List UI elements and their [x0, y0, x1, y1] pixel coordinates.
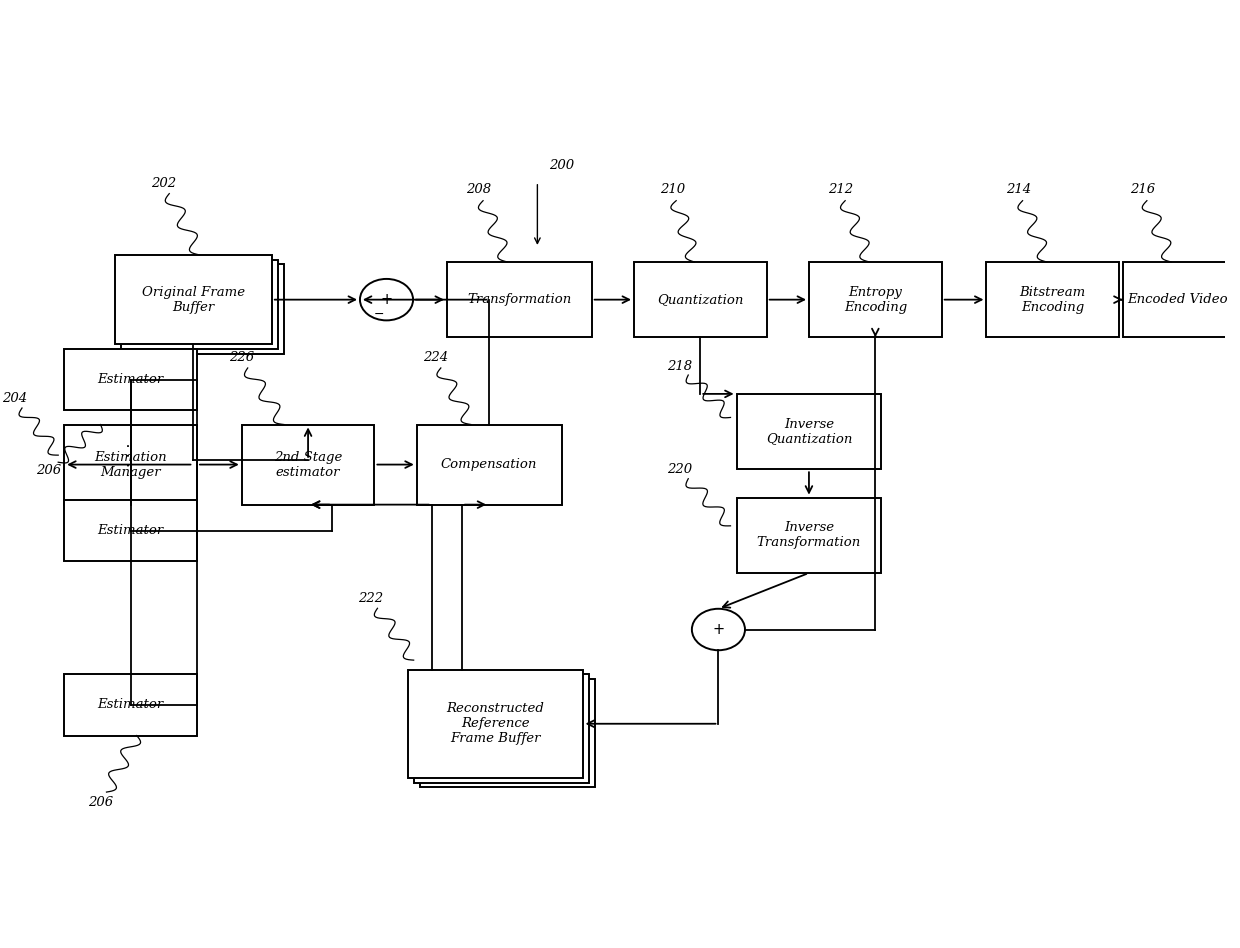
Bar [737, 393, 882, 469]
Bar [126, 264, 284, 354]
Text: 214: 214 [1006, 183, 1030, 196]
Text: · · ·: · · · [123, 443, 138, 467]
Text: 218: 218 [667, 359, 692, 373]
Text: 220: 220 [667, 463, 692, 476]
Text: Reconstructed
Reference
Frame Buffer: Reconstructed Reference Frame Buffer [446, 702, 544, 745]
Bar [64, 425, 197, 504]
Text: 224: 224 [423, 351, 448, 364]
Text: 202: 202 [151, 176, 176, 190]
Text: Compensation: Compensation [441, 458, 537, 471]
Bar [408, 669, 583, 778]
Text: Inverse
Transformation: Inverse Transformation [756, 521, 861, 549]
Bar [64, 674, 197, 736]
Text: 226: 226 [228, 352, 254, 364]
Text: Original Frame
Buffer: Original Frame Buffer [141, 285, 246, 314]
Text: −: − [373, 308, 384, 320]
Bar [1122, 262, 1231, 337]
Text: Estimator: Estimator [98, 374, 164, 386]
Text: 222: 222 [358, 592, 383, 605]
Text: Estimation
Manager: Estimation Manager [94, 450, 167, 479]
Text: 200: 200 [549, 159, 574, 173]
Bar [64, 349, 197, 410]
Bar [808, 262, 941, 337]
Text: Quantization: Quantization [657, 293, 744, 306]
Bar [419, 679, 595, 788]
Bar [115, 255, 272, 344]
Text: 206: 206 [36, 465, 61, 477]
Bar [737, 498, 882, 573]
Text: Entropy
Encoding: Entropy Encoding [843, 285, 906, 314]
Bar [414, 674, 589, 783]
Text: 210: 210 [661, 183, 686, 196]
Bar [242, 425, 374, 504]
Circle shape [692, 609, 745, 650]
Text: 2nd Stage
estimator: 2nd Stage estimator [274, 450, 342, 479]
Text: 212: 212 [828, 183, 853, 196]
Bar [417, 425, 562, 504]
Bar [986, 262, 1120, 337]
Text: 216: 216 [1130, 183, 1156, 196]
Text: 206: 206 [88, 796, 114, 809]
Bar [64, 500, 197, 561]
Text: Bitstream
Encoding: Bitstream Encoding [1019, 285, 1086, 314]
Text: Inverse
Quantization: Inverse Quantization [766, 417, 852, 446]
Text: +: + [381, 292, 393, 307]
Text: +: + [712, 622, 724, 637]
Text: Estimator: Estimator [98, 699, 164, 711]
Text: Estimator: Estimator [98, 524, 164, 538]
Text: Encoded Video: Encoded Video [1127, 293, 1228, 306]
Circle shape [360, 279, 413, 320]
Bar [122, 260, 278, 349]
Text: 204: 204 [2, 392, 27, 405]
Text: 208: 208 [466, 183, 491, 196]
Bar [634, 262, 766, 337]
Text: Transformation: Transformation [467, 293, 572, 306]
Bar [446, 262, 591, 337]
